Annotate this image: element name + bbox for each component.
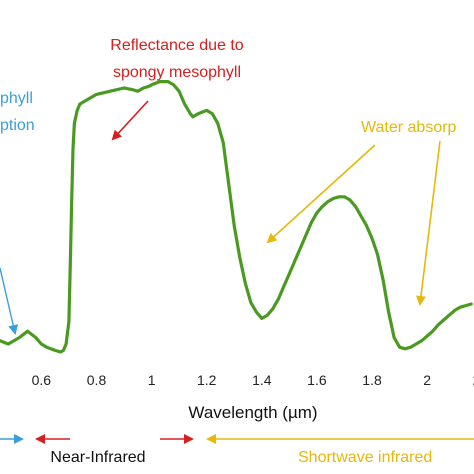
annotation-water-absorption: Water absorp [266,119,457,306]
annotation-spongy-line-2: spongy mesophyll [113,64,241,81]
x-tick-label: 0.8 [87,372,107,388]
annotation-chlorophyll: phyll ption [0,90,35,335]
annotation-chlorophyll-line-2: ption [0,117,35,134]
x-tick-label: 1 [148,372,156,388]
reflectance-curve [0,80,473,354]
x-tick-label: 1.2 [197,372,217,388]
x-tick-label: 2.2 [473,372,474,388]
x-tick-label: 1.4 [252,372,272,388]
x-tick-label: 2 [423,372,431,388]
band-shortwave-label: Shortwave infrared [298,449,432,466]
annotation-chlorophyll-arrow [0,267,19,335]
x-tick-label: 1.8 [362,372,382,388]
x-axis-title: Wavelength (µm) [188,403,317,422]
annotation-chlorophyll-line-1: phyll [0,90,33,107]
x-tick-labels: 0.6 0.8 1 1.2 1.4 1.6 1.8 2 2.2 [32,372,474,388]
band-shortwave-infrared: Shortwave infrared [206,434,474,466]
x-tick-label: 1.6 [307,372,327,388]
x-tick-label: 0.6 [32,372,52,388]
band-near-infrared-label: Near-Infrared [50,449,145,466]
annotation-spongy-arrow [111,100,149,141]
annotation-water-label: Water absorp [361,119,457,136]
annotation-spongy-line-1: Reflectance due to [110,37,244,54]
annotation-water-arrow-1 [266,144,376,244]
band-near-infrared: Near-Infrared [35,434,194,466]
annotation-spongy-mesophyll: Reflectance due to spongy mesophyll [110,37,244,141]
annotation-water-arrow-2 [416,140,441,306]
